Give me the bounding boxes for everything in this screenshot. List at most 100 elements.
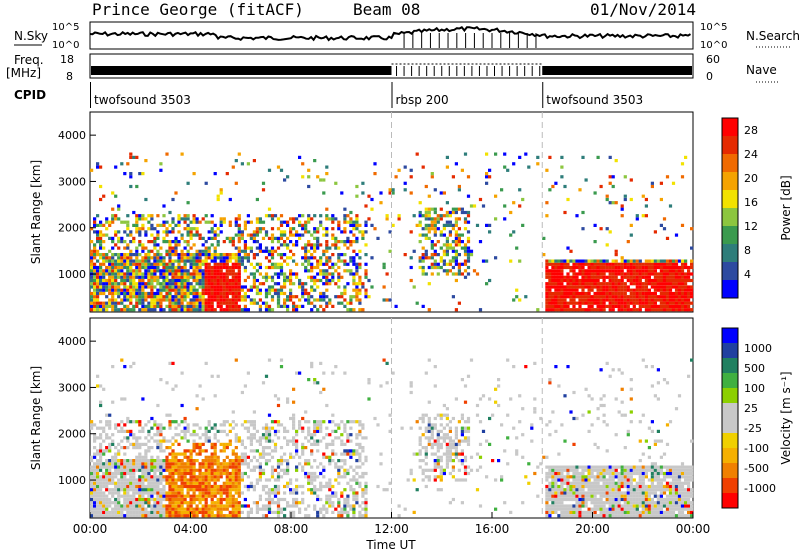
velocity-cell bbox=[364, 436, 368, 440]
power-cell bbox=[168, 278, 172, 283]
velocity-cell bbox=[466, 436, 471, 440]
velocity-cell bbox=[210, 478, 214, 482]
velocity-cell bbox=[141, 459, 145, 463]
velocity-cell bbox=[96, 471, 100, 476]
power-cell bbox=[605, 265, 609, 270]
power-cell bbox=[662, 227, 667, 231]
velocity-cell bbox=[463, 429, 468, 433]
power-cell bbox=[292, 272, 296, 276]
power-cell bbox=[430, 243, 434, 247]
power-cell bbox=[195, 256, 199, 260]
velocity-cell bbox=[433, 465, 437, 469]
power-cell bbox=[264, 233, 269, 237]
power-cell bbox=[430, 220, 434, 224]
power-cell bbox=[99, 278, 103, 283]
power-cell bbox=[551, 285, 555, 289]
velocity-cell bbox=[171, 465, 175, 469]
power-cell bbox=[391, 223, 395, 227]
velocity-cell bbox=[156, 426, 160, 430]
velocity-cell bbox=[548, 494, 552, 498]
velocity-cell bbox=[240, 439, 244, 443]
power-cell bbox=[445, 262, 449, 266]
power-cell bbox=[457, 184, 461, 189]
power-cell bbox=[216, 240, 220, 244]
velocity-cell bbox=[249, 459, 253, 463]
power-cell bbox=[120, 162, 124, 166]
velocity-cell bbox=[93, 501, 97, 505]
velocity-cell bbox=[246, 488, 250, 492]
power-cell bbox=[270, 236, 275, 240]
power-cell bbox=[93, 262, 97, 266]
velocity-cell bbox=[210, 514, 214, 518]
power-cell bbox=[436, 253, 440, 257]
velocity-cell bbox=[310, 481, 314, 485]
power-cell bbox=[620, 265, 624, 270]
power-cell bbox=[674, 288, 679, 292]
velocity-cell bbox=[132, 442, 136, 446]
power-cell bbox=[421, 214, 425, 218]
power-cell bbox=[207, 249, 211, 253]
velocity-cell bbox=[451, 446, 455, 450]
power-cell bbox=[623, 301, 627, 305]
power-cell bbox=[593, 262, 597, 266]
power-cell bbox=[328, 298, 332, 302]
power-cell bbox=[180, 233, 184, 237]
velocity-cell bbox=[126, 504, 130, 508]
power-cell bbox=[364, 230, 368, 234]
power-cell bbox=[463, 220, 468, 224]
velocity-cell bbox=[337, 475, 341, 479]
power-cell bbox=[313, 230, 317, 234]
power-cell bbox=[614, 259, 618, 263]
power-cell bbox=[201, 308, 205, 312]
power-cell bbox=[240, 256, 244, 260]
power-cell bbox=[325, 262, 329, 266]
power-cell bbox=[147, 265, 151, 270]
velocity-cell bbox=[246, 462, 250, 466]
power-cell bbox=[147, 214, 151, 218]
power-cell bbox=[445, 220, 449, 224]
velocity-cell bbox=[542, 455, 546, 459]
power-cell bbox=[231, 295, 235, 299]
power-cell bbox=[246, 295, 250, 299]
power-cell bbox=[687, 272, 691, 276]
power-cell bbox=[174, 295, 178, 299]
power-cell bbox=[448, 259, 452, 263]
power-cell bbox=[183, 253, 187, 257]
velocity-cell bbox=[373, 416, 377, 421]
power-cell bbox=[575, 308, 579, 312]
power-cell bbox=[608, 262, 612, 266]
power-cell bbox=[457, 301, 461, 305]
power-cell bbox=[207, 246, 211, 250]
velocity-cell bbox=[102, 452, 106, 456]
velocity-cell bbox=[322, 455, 326, 459]
power-cell bbox=[141, 308, 145, 312]
power-cell bbox=[451, 246, 455, 250]
power-cell bbox=[668, 304, 673, 308]
velocity-cell bbox=[126, 481, 130, 485]
velocity-cell bbox=[90, 471, 94, 476]
velocity-cell bbox=[231, 420, 235, 424]
power-cell bbox=[460, 210, 464, 215]
velocity-cell bbox=[192, 514, 196, 518]
power-cell bbox=[129, 285, 133, 289]
velocity-cell bbox=[409, 384, 413, 388]
power-cell bbox=[231, 288, 235, 292]
velocity-cell bbox=[343, 504, 347, 508]
power-cell bbox=[581, 210, 585, 215]
power-cell bbox=[662, 282, 667, 286]
power-cell bbox=[596, 282, 600, 286]
power-cell bbox=[153, 253, 157, 257]
power-cell bbox=[665, 285, 670, 289]
power-cell bbox=[611, 308, 615, 312]
power-cell bbox=[189, 265, 193, 270]
power-cell bbox=[548, 188, 552, 192]
power-cell bbox=[304, 259, 308, 263]
velocity-cell bbox=[343, 510, 347, 514]
power-cell bbox=[267, 275, 272, 279]
power-cell bbox=[237, 223, 241, 227]
y-tick-label: 3000 bbox=[58, 175, 86, 188]
power-cell bbox=[243, 298, 247, 302]
velocity-cell bbox=[159, 429, 163, 433]
velocity-cell bbox=[90, 420, 94, 424]
velocity-cell bbox=[150, 459, 154, 463]
